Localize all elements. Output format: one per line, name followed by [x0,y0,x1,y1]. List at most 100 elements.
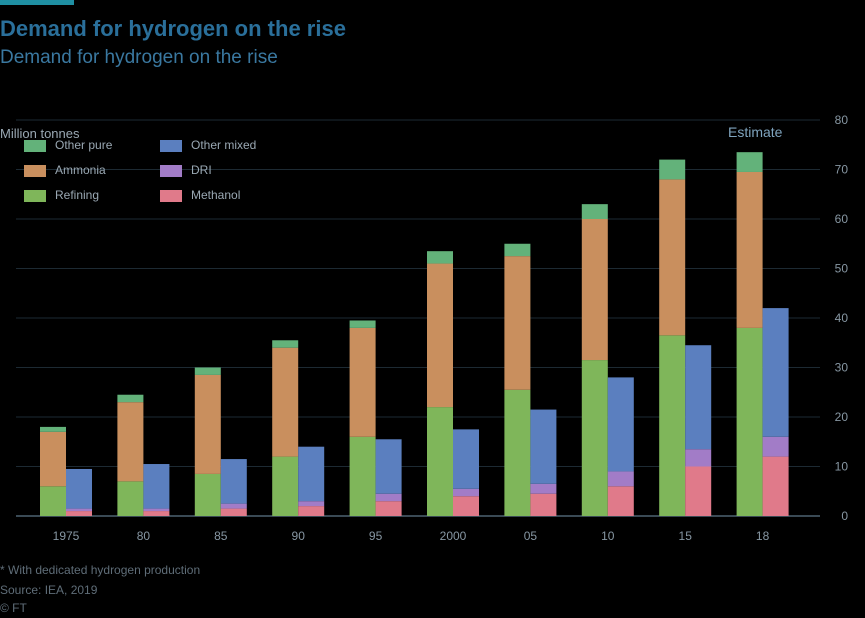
bar-segment [272,340,299,348]
legend-label: Ammonia [55,163,106,177]
bar-segment [40,486,66,516]
bar-segment [117,402,144,482]
y-tick-label: 60 [835,212,849,226]
bar-segment [298,506,325,516]
footnote: * With dedicated hydrogen production [0,563,201,577]
x-tick-label: 2000 [440,529,467,543]
bar-segment [762,436,789,457]
bar-segment [349,327,376,437]
x-tick-label: 80 [137,529,151,543]
bar-segment [298,446,325,502]
y-tick-label: 40 [835,311,849,325]
x-tick-label: 85 [214,529,228,543]
chart-subtitle: Demand for hydrogen on the rise [0,47,278,68]
x-tick-label: 10 [601,529,615,543]
bar-segment [607,471,634,487]
bar-segment [117,481,144,516]
bar-segment [762,456,789,516]
bar-segment [504,243,531,257]
y-tick-label: 50 [835,262,849,276]
legend-item: DRI [160,163,212,177]
legend-swatch [24,189,46,202]
bar-segment [736,171,763,328]
bar-segment [530,483,557,494]
bar-segment [66,468,92,509]
legend-swatch [24,139,46,152]
legend-label: Refining [55,188,100,202]
estimate-annotation: Estimate [728,124,783,140]
legend-label: Methanol [191,188,241,202]
legend-label: Other pure [55,138,113,152]
bar-segment [117,394,144,403]
bar-segment [220,508,247,516]
legend-item: Other mixed [160,138,256,152]
bar-segment [220,503,247,509]
y-tick-label: 20 [835,410,849,424]
bar-segment [504,389,531,516]
x-tick-label: 1975 [53,529,80,543]
bar-segment [607,486,634,516]
bar-segment [194,473,221,516]
y-tick-label: 0 [841,509,848,523]
x-tick-label: 95 [369,529,383,543]
legend-swatch [24,164,46,177]
bar-segment [375,439,402,494]
bar-segment [427,263,453,408]
bar-segment [427,251,453,264]
bar-segment [530,409,557,484]
chart-title: Demand for hydrogen on the rise [0,16,346,41]
bar-segment [194,367,221,375]
y-tick-label: 70 [835,163,849,177]
bar-segment [762,308,789,437]
bar-segment [659,179,686,336]
y-tick-label: 30 [835,361,849,375]
bar-segment [453,488,479,497]
bar-segment [194,374,221,474]
bar-segment [143,508,170,512]
bar-segment [143,511,170,516]
x-tick-label: 18 [756,529,770,543]
credit: © FT [0,601,27,615]
bar-segment [685,466,712,516]
x-tick-label: 05 [524,529,538,543]
bar-segment [607,377,634,472]
bar-segment [220,459,247,504]
bar-segment [40,426,66,432]
unit-label: Million tonnes [0,126,80,141]
bar-segment [685,449,712,467]
bar-segment [272,456,299,516]
bar-segment [736,327,763,516]
legend-item: Ammonia [24,163,106,177]
bar-segment [453,496,479,516]
bar-segment [40,431,66,487]
bar-segment [659,159,686,180]
bar-segment [659,335,686,516]
bar-segment [66,508,92,512]
bar-segment [581,204,608,219]
legend-label: Other mixed [191,138,257,152]
bar-segment [143,464,170,509]
legend-swatch [160,189,182,202]
bar-segment [66,511,92,516]
bar-segment [685,345,712,450]
source-note: Source: IEA, 2019 [0,583,98,597]
legend-item: Other pure [24,138,112,152]
legend-swatch [160,139,182,152]
bar-segment [375,501,402,516]
y-tick-label: 80 [835,113,849,127]
y-tick-label: 10 [835,460,849,474]
bar-segment [530,493,557,516]
bar-segment [349,320,376,328]
x-tick-label: 15 [679,529,693,543]
bar-segment [349,436,376,516]
x-tick-label: 90 [292,529,306,543]
bar-segment [736,152,763,172]
legend-item: Refining [24,188,99,202]
bar-segment [375,493,402,502]
bar-segment [427,407,453,516]
bar-segment [504,256,531,390]
bar-segment [581,219,608,361]
legend-label: DRI [191,163,212,177]
bar-segment [453,429,479,489]
